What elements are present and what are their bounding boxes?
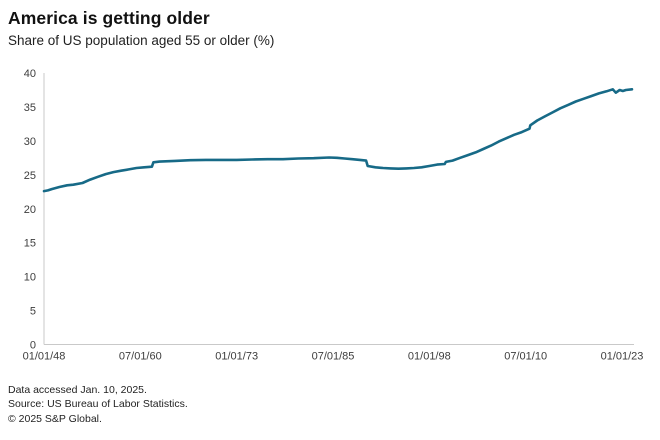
y-tick-label: 40: [24, 68, 36, 80]
y-tick-label: 30: [24, 136, 36, 148]
y-tick-label: 10: [24, 272, 36, 284]
x-tick-label: 07/01/60: [119, 351, 162, 363]
y-tick-label: 20: [24, 204, 36, 216]
chart-title: America is getting older: [8, 8, 210, 28]
footnote-data-accessed: Data accessed Jan. 10, 2025.: [8, 384, 147, 396]
footnote-copyright: © 2025 S&P Global.: [8, 412, 102, 425]
y-tick-label: 15: [24, 238, 36, 250]
x-tick-label: 01/01/23: [601, 351, 644, 363]
x-tick-label: 07/01/10: [504, 351, 547, 363]
x-tick-label: 01/01/73: [215, 351, 258, 363]
chart-subtitle: Share of US population aged 55 or older …: [8, 33, 275, 48]
footnote-source: Source: US Bureau of Labor Statistics.: [8, 398, 188, 411]
y-tick-label: 35: [24, 102, 36, 114]
x-tick-label: 01/01/48: [23, 351, 66, 363]
x-tick-label: 01/01/98: [408, 351, 451, 363]
x-tick-label: 07/01/85: [312, 351, 355, 363]
y-tick-label: 0: [30, 340, 36, 352]
y-tick-label: 5: [30, 306, 36, 318]
population-share-line: [42, 88, 634, 193]
chart-footnotes: Data accessed Jan. 10, 2025. Source: US …: [8, 383, 188, 426]
y-tick-label: 25: [24, 170, 36, 182]
